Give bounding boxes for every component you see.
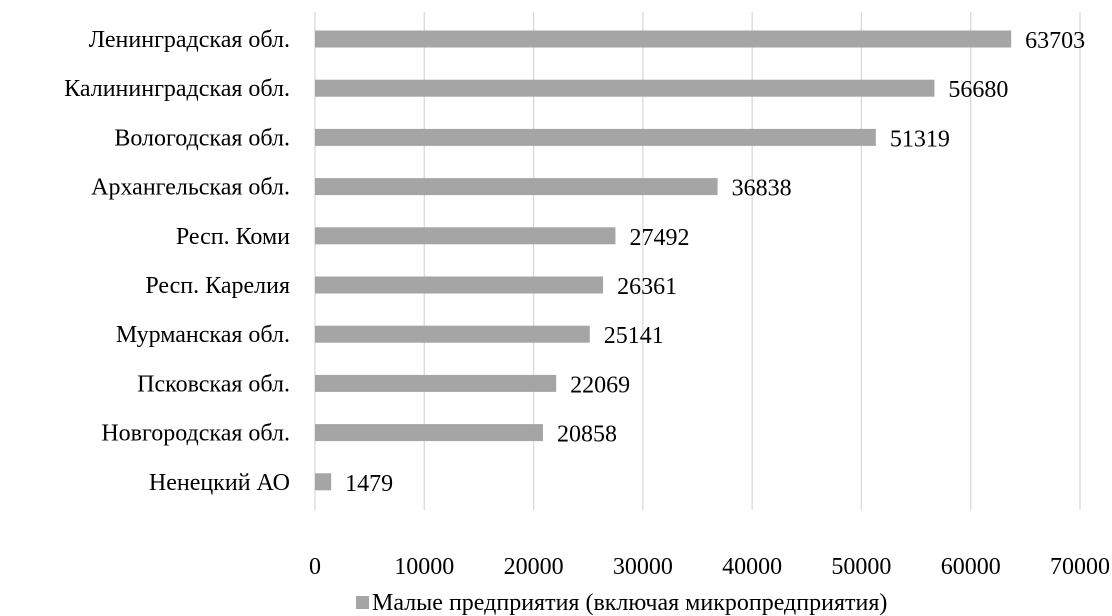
data-label-5: 26361 bbox=[617, 274, 677, 300]
category-label-2: Вологодская обл. bbox=[114, 125, 290, 151]
legend-label: Малые предприятия (включая микропредприя… bbox=[372, 590, 887, 616]
category-label-0: Ленинградская обл. bbox=[89, 27, 290, 53]
x-tick-label-7: 70000 bbox=[1050, 554, 1110, 580]
x-axis-tick-labels: 0 10000 20000 30000 40000 50000 60000 70000 bbox=[309, 554, 1110, 580]
category-label-4: Респ. Коми bbox=[176, 224, 290, 250]
bar-6 bbox=[315, 325, 590, 343]
x-tick-label-4: 40000 bbox=[722, 554, 782, 580]
category-labels: Ленинградская обл. Калининградская обл. Во… bbox=[64, 27, 290, 496]
x-tick-label-6: 60000 bbox=[941, 554, 1001, 580]
data-label-6: 25141 bbox=[604, 323, 664, 349]
bar-4 bbox=[315, 227, 616, 245]
x-tick-label-1: 10000 bbox=[394, 554, 454, 580]
bars bbox=[315, 30, 1012, 491]
data-label-4: 27492 bbox=[629, 225, 689, 251]
x-tick-label-5: 50000 bbox=[831, 554, 891, 580]
category-label-7: Псковская обл. bbox=[137, 371, 290, 397]
bar-8 bbox=[315, 424, 543, 442]
category-label-9: Ненецкий АО bbox=[149, 470, 290, 496]
data-label-3: 36838 bbox=[732, 176, 792, 202]
bar-3 bbox=[315, 178, 718, 196]
bar-9 bbox=[315, 473, 332, 491]
bar-7 bbox=[315, 374, 557, 392]
legend: Малые предприятия (включая микропредприя… bbox=[356, 590, 887, 616]
bar-1 bbox=[315, 79, 935, 97]
category-label-3: Архангельская обл. bbox=[91, 175, 290, 201]
bar-5 bbox=[315, 276, 604, 294]
category-label-5: Респ. Карелия bbox=[145, 273, 290, 299]
x-tick-label-3: 30000 bbox=[613, 554, 673, 580]
x-tick-label-0: 0 bbox=[309, 554, 321, 580]
bar-2 bbox=[315, 128, 876, 146]
data-label-2: 51319 bbox=[890, 126, 950, 152]
category-label-1: Калининградская обл. bbox=[64, 76, 290, 102]
bar-0 bbox=[315, 30, 1012, 48]
data-label-8: 20858 bbox=[557, 422, 617, 448]
data-label-0: 63703 bbox=[1025, 28, 1085, 54]
data-label-7: 22069 bbox=[570, 372, 630, 398]
data-label-1: 56680 bbox=[948, 77, 1008, 103]
category-label-8: Новгородская обл. bbox=[101, 421, 290, 447]
legend-swatch bbox=[356, 596, 369, 609]
category-label-6: Мурманская обл. bbox=[116, 322, 290, 348]
x-tick-label-2: 20000 bbox=[504, 554, 564, 580]
data-labels: 63703 56680 51319 36838 27492 26361 25141 22069… bbox=[345, 28, 1085, 497]
data-label-9: 1479 bbox=[345, 471, 393, 497]
